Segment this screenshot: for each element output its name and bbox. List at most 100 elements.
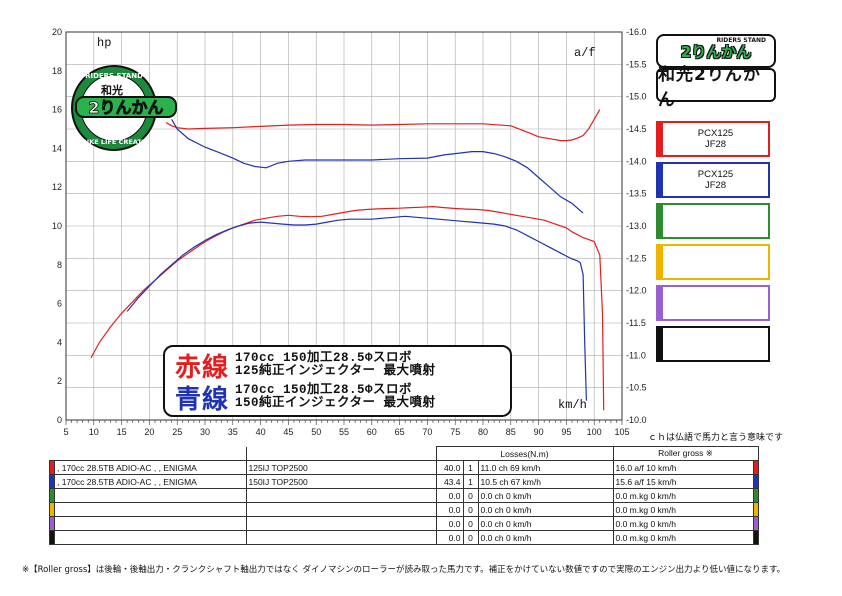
row-power: 10.5 ch 67 km/h xyxy=(477,474,614,489)
decal-main-text: 2りんかん xyxy=(88,98,163,117)
row-losses: 0.0 xyxy=(435,516,464,531)
x-tick-label: 95 xyxy=(561,427,571,437)
x-tick-label: 10 xyxy=(89,427,99,437)
y-right-tick-label: -13.0 xyxy=(626,221,647,231)
y-left-tick-label: 0 xyxy=(57,415,62,425)
row-power: 0.0 ch 0 km/h xyxy=(477,502,614,517)
y-right-tick-label: -16.0 xyxy=(626,27,647,37)
x-tick-label: 70 xyxy=(422,427,432,437)
y-left-tick-label: 4 xyxy=(57,337,62,347)
table-header-row: Losses(N.m) Roller gross ※ xyxy=(50,446,764,461)
series-box-5 xyxy=(656,285,770,321)
x-tick-label: 40 xyxy=(256,427,266,437)
table-row: 0.0 0 0.0 ch 0 km/h 0.0 m.kg 0 km/h xyxy=(49,530,764,545)
x-tick-label: 30 xyxy=(200,427,210,437)
decal-top-text: RIDERS STAND xyxy=(85,72,143,80)
legend-blue-label: 青線 xyxy=(175,384,230,415)
x-tick-label: 25 xyxy=(172,427,182,437)
row-desc2 xyxy=(245,516,437,531)
legend-blue-row: 青線 170cc 150加工28.5Φスロボ 150純正インジェクター 最大噴射 xyxy=(175,381,436,415)
row-color-right xyxy=(752,460,759,475)
shop-name: 和光2りんかん xyxy=(656,65,776,110)
legend-red-row: 赤線 170cc 150加工28.5Φスロボ 125純正インジェクター 最大噴射 xyxy=(175,349,436,383)
y-left-unit: hp xyxy=(97,36,111,50)
row-af: 0.0 m.kg 0 km/h xyxy=(612,502,754,517)
row-power: 0.0 ch 0 km/h xyxy=(477,530,614,545)
series-line-0 xyxy=(90,205,605,411)
series-line-3 xyxy=(171,119,584,214)
y-left-tick-label: 14 xyxy=(52,143,62,153)
row-desc xyxy=(54,502,247,517)
x-unit: km/h xyxy=(558,398,587,412)
tick-labels: 5 10 15 20 25 30 35 40 45 50 55 60 65 70 75 80 85 90 95 100… xyxy=(52,27,647,437)
row-color-right xyxy=(752,474,759,489)
series-box-6 xyxy=(656,326,770,362)
table-row: 0.0 0 0.0 ch 0 km/h 0.0 m.kg 0 km/h xyxy=(49,488,764,503)
legend-red-text: 170cc 150加工28.5Φスロボ 125純正インジェクター 最大噴射 xyxy=(235,352,436,378)
row-desc2 xyxy=(245,530,437,545)
row-losses: 0.0 xyxy=(435,502,464,517)
x-tick-label: 100 xyxy=(587,427,602,437)
shop-logo: RIDERS STAND 2りんかん xyxy=(656,34,776,68)
row-desc2: 125IJ TOP2500 xyxy=(245,460,437,475)
series-box-line1: PCX125 xyxy=(697,128,734,139)
row-af: 0.0 m.kg 0 km/h xyxy=(612,530,754,545)
shop-decal: RIDERS STAND 和光 2りんかん BIKE LIFE CREATE xyxy=(70,64,180,156)
row-desc2: 150IJ TOP2500 xyxy=(245,474,437,489)
row-power: 0.0 ch 0 km/h xyxy=(477,488,614,503)
series-box-3 xyxy=(656,203,770,239)
y-left-tick-label: 20 xyxy=(52,27,62,37)
header-spacer-r xyxy=(758,447,763,461)
table-row: , 170cc 28.5TB ADIO-AC , , ENIGMA 150IJ T… xyxy=(49,474,764,489)
row-count: 0 xyxy=(462,530,479,545)
row-losses: 0.0 xyxy=(435,530,464,545)
series-line-1 xyxy=(126,215,587,401)
header-roller: Roller gross ※ xyxy=(612,446,759,461)
y-left-tick-label: 2 xyxy=(57,376,62,386)
y-right-tick-label: -14.5 xyxy=(626,124,647,134)
x-tick-label: 55 xyxy=(339,427,349,437)
row-af: 0.0 m.kg 0 km/h xyxy=(612,516,754,531)
x-tick-label: 60 xyxy=(367,427,377,437)
x-tick-label: 50 xyxy=(311,427,321,437)
table-row: 0.0 0 0.0 ch 0 km/h 0.0 m.kg 0 km/h xyxy=(49,516,764,531)
shop-logo-text: 2りんかん xyxy=(680,42,752,61)
x-tick-label: 105 xyxy=(614,427,629,437)
header-empty-2 xyxy=(245,446,437,461)
y-right-tick-label: -14.0 xyxy=(626,156,647,166)
series-line-2 xyxy=(165,109,601,142)
x-tick-label: 65 xyxy=(395,427,405,437)
row-count: 1 xyxy=(462,460,479,475)
row-af: 16.0 a/f 10 km/h xyxy=(612,460,754,475)
series-box-line1: PCX125 xyxy=(697,169,734,180)
row-desc2 xyxy=(245,502,437,517)
y-right-tick-label: -11.0 xyxy=(626,350,646,360)
decal-bottom-text: BIKE LIFE CREATE xyxy=(82,138,146,146)
x-tick-label: 90 xyxy=(534,427,544,437)
series-box-4 xyxy=(656,244,770,280)
dyno-chart: 5 10 15 20 25 30 35 40 45 50 55 60 65 70 75 80 85 90 95 100… xyxy=(52,27,647,437)
legend-red-line2: 125純正インジェクター 最大噴射 xyxy=(235,364,436,378)
row-color-left xyxy=(49,530,55,545)
decal-mid-text: 和光 xyxy=(101,83,123,97)
row-desc xyxy=(54,488,247,503)
x-tick-label: 45 xyxy=(283,427,293,437)
legend-blue-line2: 150純正インジェクター 最大噴射 xyxy=(235,396,436,410)
row-desc xyxy=(54,530,247,545)
row-color-right xyxy=(752,516,759,531)
row-desc: , 170cc 28.5TB ADIO-AC , , ENIGMA xyxy=(54,460,247,475)
row-af: 15.6 a/f 15 km/h xyxy=(612,474,754,489)
row-color-right xyxy=(752,488,759,503)
y-left-tick-label: 6 xyxy=(57,299,62,309)
row-color-right xyxy=(752,530,759,545)
row-count: 0 xyxy=(462,516,479,531)
y-right-tick-label: -12.0 xyxy=(626,286,647,296)
x-tick-label: 75 xyxy=(450,427,460,437)
legend-blue-text: 170cc 150加工28.5Φスロボ 150純正インジェクター 最大噴射 xyxy=(235,384,436,410)
row-count: 0 xyxy=(462,502,479,517)
legend-red-line1: 170cc 150加工28.5Φスロボ xyxy=(235,351,413,365)
row-losses: 40.0 xyxy=(435,460,464,475)
row-count: 1 xyxy=(462,474,479,489)
series-box-line2: JF28 xyxy=(704,139,727,150)
header-losses: Losses(N.m) xyxy=(435,446,614,461)
